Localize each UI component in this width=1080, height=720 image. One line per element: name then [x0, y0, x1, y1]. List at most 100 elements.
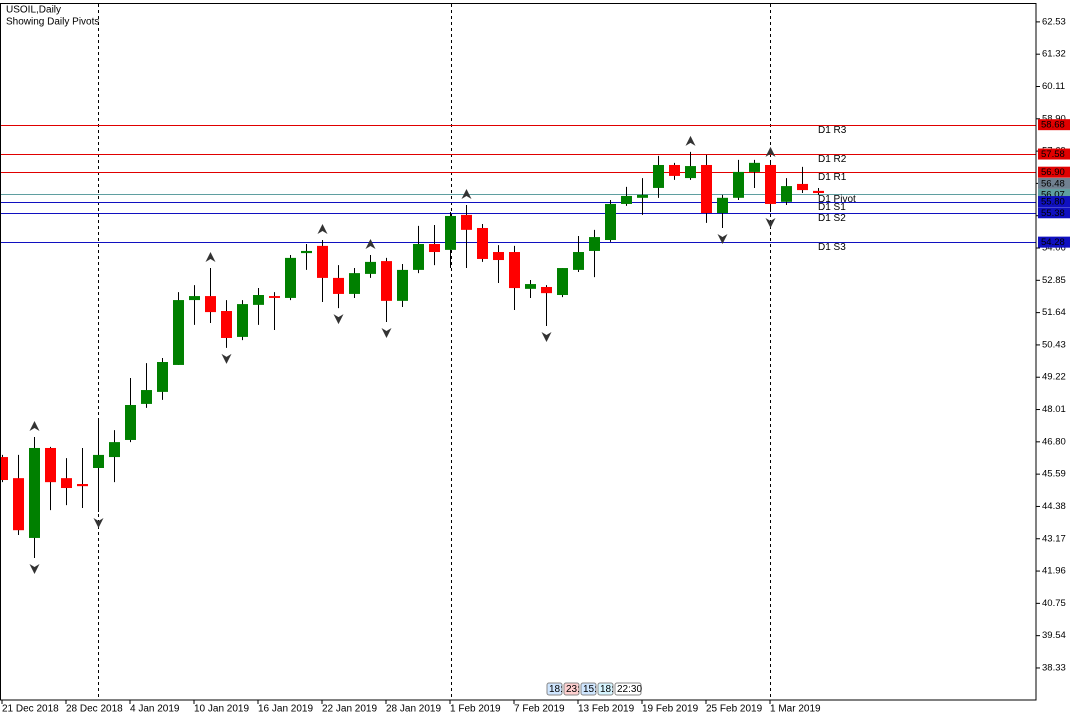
y-tick-label: 49.22 [1042, 372, 1066, 383]
y-tick-label: 45.59 [1042, 469, 1066, 480]
x-tick-label: 22 Jan 2019 [322, 704, 377, 715]
pivot-label: D1 R2 [818, 154, 847, 165]
price-box-label: 57.58 [1041, 149, 1065, 160]
candle-body [509, 252, 520, 289]
candle-body [653, 164, 664, 188]
price-box-label: 55.80 [1041, 197, 1065, 208]
candle-body [381, 261, 392, 301]
candle-body [573, 252, 584, 270]
price-box-label: 54.28 [1041, 237, 1065, 248]
price-box [1038, 119, 1070, 131]
x-tick-label: 21 Dec 2018 [2, 704, 59, 715]
candle-body [493, 252, 504, 261]
fractal-up [685, 135, 696, 146]
candle-body [253, 295, 264, 305]
candle-body [157, 362, 168, 392]
candle-body [685, 166, 696, 179]
y-tick-label: 51.64 [1042, 307, 1066, 318]
y-tick-label: 43.17 [1042, 533, 1066, 544]
candle-body [541, 286, 552, 294]
session-time: 22:30 [617, 684, 642, 695]
x-tick-label: 19 Feb 2019 [642, 704, 699, 715]
fractal-down [381, 327, 392, 338]
candle-body [589, 237, 600, 251]
fractal-down [93, 518, 104, 529]
candle-body [477, 227, 488, 259]
y-tick-label: 40.75 [1042, 598, 1066, 609]
plot-frame [0, 3, 1037, 701]
x-tick-label: 1 Feb 2019 [450, 704, 501, 715]
candle-body [125, 404, 136, 440]
session-box [546, 682, 563, 696]
candle-body [701, 164, 712, 214]
candle-body [29, 447, 40, 538]
x-tick-label: 7 Feb 2019 [514, 704, 565, 715]
session-time: 15: [583, 684, 597, 695]
candle-body [141, 390, 152, 404]
candle-body [93, 454, 104, 468]
candle-body [637, 194, 648, 198]
candle-body [333, 277, 344, 294]
pivot-label: D1 S1 [818, 202, 846, 213]
price-box [1038, 148, 1070, 160]
x-tick-label: 13 Feb 2019 [578, 704, 635, 715]
y-tick-label: 62.53 [1042, 16, 1066, 27]
candle-body [109, 442, 120, 458]
candle-body [397, 269, 408, 301]
session-time: 23: [566, 684, 580, 695]
pivot-label: D1 R3 [818, 125, 847, 136]
fractal-down [333, 314, 344, 325]
x-tick-label: 25 Feb 2019 [706, 704, 763, 715]
pivot-label: D1 R1 [818, 172, 847, 183]
fractal-down [765, 217, 776, 228]
x-tick-label: 4 Jan 2019 [130, 704, 180, 715]
price-box [1038, 166, 1070, 178]
candle-body [797, 183, 808, 191]
candle-body [349, 273, 360, 294]
candle-body [461, 214, 472, 230]
price-box-label: 55.38 [1041, 208, 1065, 219]
y-tick-label: 46.80 [1042, 436, 1066, 447]
candle-body [173, 300, 184, 365]
fractal-down [221, 353, 232, 364]
price-box [1038, 188, 1070, 200]
candle-body [45, 447, 56, 483]
price-box [1038, 236, 1070, 248]
price-box-label: 58.68 [1041, 120, 1065, 131]
candle-body [621, 195, 632, 204]
fractal-up [765, 146, 776, 157]
candle-body [429, 244, 440, 253]
fractal-up [461, 189, 472, 200]
candle-body [365, 261, 376, 274]
y-tick-label: 60.11 [1042, 81, 1065, 92]
candle-body [13, 478, 24, 531]
subtitle: Showing Daily Pivots [6, 17, 99, 28]
y-tick-label: 58.90 [1042, 113, 1066, 124]
candle-body [317, 245, 328, 278]
fractal-up [205, 252, 216, 263]
x-tick-label: 16 Jan 2019 [258, 704, 313, 715]
candle-body [765, 164, 776, 204]
y-tick-label: 48.01 [1042, 404, 1066, 415]
x-tick-label: 1 Mar 2019 [770, 704, 821, 715]
session-box [614, 682, 642, 696]
session-time: 18: [600, 684, 614, 695]
candle-body [77, 484, 88, 487]
symbol-title: USOIL,Daily [6, 5, 61, 16]
candle-body [269, 296, 280, 298]
fractal-up [365, 238, 376, 249]
x-tick-label: 28 Dec 2018 [66, 704, 123, 715]
current-price-box [1038, 177, 1070, 189]
candle-body [237, 304, 248, 337]
fractal-up [29, 421, 40, 432]
candle-body [445, 215, 456, 250]
candle-body [813, 190, 824, 194]
session-box [563, 682, 580, 696]
price-box [1038, 196, 1070, 208]
fractal-down [717, 233, 728, 244]
fractal-down [29, 563, 40, 574]
price-box-label: 56.07 [1041, 189, 1065, 200]
price-box-label: 56.90 [1041, 167, 1065, 178]
candle-body [669, 164, 680, 176]
